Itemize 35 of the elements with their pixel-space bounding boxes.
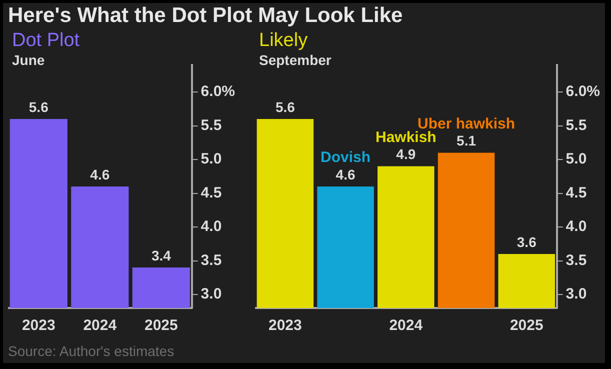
x-tick-label: 2024 (389, 317, 424, 334)
y-tick-label: 6.0% (566, 83, 600, 100)
y-tick-label: 5.0 (566, 150, 587, 168)
series-label: Dovish (320, 149, 371, 166)
y-tick-label: 4.0 (200, 218, 222, 236)
data-label: 5.1 (456, 132, 476, 149)
y-tick-label: 6.0% (200, 83, 236, 100)
y-tick-label: 4.0 (566, 218, 587, 236)
chart-title: Likely (259, 30, 308, 52)
x-tick-label: 2023 (22, 317, 56, 334)
chart-subtitle: September (259, 52, 332, 68)
data-label: 4.6 (90, 166, 110, 182)
y-tick-label: 4.5 (200, 184, 222, 202)
chart-subtitle: June (12, 52, 45, 68)
x-tick-label: 2023 (268, 317, 302, 334)
y-tick-label: 5.5 (566, 116, 587, 134)
data-label: 3.4 (151, 247, 172, 264)
y-tick-label: 5.5 (200, 116, 222, 134)
x-tick-label: 2025 (144, 317, 178, 334)
x-tick-label: 2025 (510, 317, 544, 334)
y-tick-label: 4.5 (566, 184, 587, 202)
y-tick-label: 5.0 (200, 150, 222, 168)
y-tick-label: 3.0 (566, 286, 587, 303)
y-tick-label: 3.5 (566, 252, 587, 269)
y-tick-label: 3.5 (200, 252, 222, 269)
data-label: 4.6 (336, 166, 356, 182)
data-label: 5.6 (28, 98, 49, 115)
y-tick-label: 3.0 (200, 286, 222, 303)
chart-title: Dot Plot (12, 30, 80, 52)
data-label: 5.6 (275, 98, 296, 115)
x-tick-label: 2024 (83, 317, 118, 334)
data-label: 4.9 (396, 146, 416, 162)
data-label: 3.6 (516, 234, 537, 250)
source-note: Source: Author's estimates (8, 343, 174, 359)
text: Here's What the Dot Plot May Look Like (8, 4, 403, 28)
